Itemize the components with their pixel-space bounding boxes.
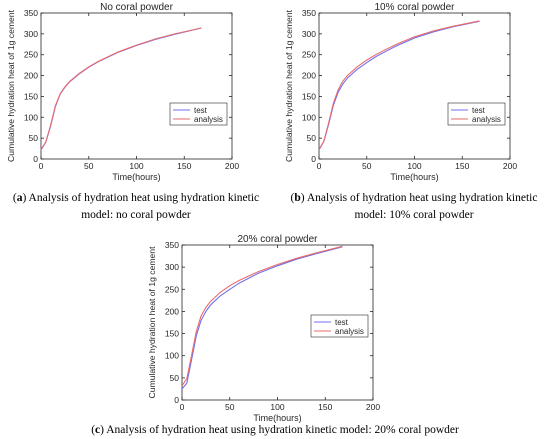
x-tick-label: 200 bbox=[503, 161, 517, 171]
caption-c: (c) Analysis of hydration heat using hyd… bbox=[91, 424, 459, 436]
x-tick-label: 150 bbox=[318, 402, 332, 412]
caption-a-text: Analysis of hydration heat using hydrati… bbox=[26, 192, 260, 221]
plot-area bbox=[40, 12, 233, 160]
x-tick-label: 50 bbox=[225, 402, 235, 412]
y-tick-label: 50 bbox=[170, 373, 180, 383]
chart-title: 10% coral powder bbox=[374, 2, 455, 13]
x-tick-label: 0 bbox=[180, 402, 185, 412]
series-line-test bbox=[181, 246, 343, 390]
y-tick-label: 300 bbox=[24, 29, 38, 39]
x-axis-label: Time(hours) bbox=[253, 413, 301, 423]
plot-area bbox=[318, 12, 511, 160]
series-line-analysis bbox=[318, 20, 480, 151]
x-tick-label: 200 bbox=[225, 161, 239, 171]
y-axis-label: Cumulative hydration heat of 1g cement bbox=[284, 9, 294, 162]
caption-c-letter: c bbox=[95, 424, 101, 436]
y-tick-label: 0 bbox=[33, 154, 38, 164]
x-axis-label: Time(hours) bbox=[112, 172, 160, 182]
y-tick-label: 50 bbox=[29, 133, 39, 143]
y-tick-label: 100 bbox=[302, 112, 316, 122]
x-tick-label: 100 bbox=[407, 161, 421, 171]
y-tick-label: 300 bbox=[165, 262, 179, 272]
chart-10pct-coral-powder: 10% coral powder 0 50 100 150 200 0 50 100 150 200… bbox=[284, 2, 517, 182]
caption-b-letter: b bbox=[294, 192, 301, 204]
x-tick-label: 200 bbox=[366, 402, 380, 412]
legend-label-analysis: analysis bbox=[472, 115, 501, 124]
chart-title: No coral powder bbox=[100, 2, 173, 13]
y-tick-label: 300 bbox=[302, 29, 316, 39]
y-tick-label: 200 bbox=[24, 71, 38, 81]
y-tick-label: 150 bbox=[302, 91, 316, 101]
y-tick-label: 250 bbox=[24, 50, 38, 60]
y-tick-label: 250 bbox=[302, 50, 316, 60]
y-tick-label: 200 bbox=[165, 306, 179, 316]
x-tick-label: 0 bbox=[39, 161, 44, 171]
caption-c-text: Analysis of hydration heat using hydrati… bbox=[103, 424, 459, 436]
x-tick-label: 100 bbox=[270, 402, 284, 412]
y-tick-label: 100 bbox=[165, 351, 179, 361]
caption-a: (a) Analysis of hydration heat using hyd… bbox=[12, 192, 260, 221]
legend-label-analysis: analysis bbox=[194, 115, 223, 124]
y-tick-label: 350 bbox=[302, 8, 316, 18]
y-tick-label: 50 bbox=[307, 133, 317, 143]
y-tick-label: 200 bbox=[302, 71, 316, 81]
legend-label-analysis: analysis bbox=[335, 327, 364, 336]
y-tick-label: 250 bbox=[165, 284, 179, 294]
chart-20pct-coral-powder: 20% coral powder 0 50 100 150 200 0 50 100 150 200… bbox=[147, 234, 380, 423]
y-tick-label: 100 bbox=[24, 112, 38, 122]
y-tick-label: 350 bbox=[165, 240, 179, 250]
x-tick-label: 50 bbox=[362, 161, 372, 171]
x-tick-label: 100 bbox=[129, 161, 143, 171]
caption-b-text: Analysis of hydration heat using hydrati… bbox=[304, 192, 538, 221]
x-tick-label: 0 bbox=[317, 161, 322, 171]
x-tick-label: 150 bbox=[455, 161, 469, 171]
x-tick-label: 50 bbox=[84, 161, 94, 171]
y-tick-label: 350 bbox=[24, 8, 38, 18]
y-tick-label: 0 bbox=[311, 154, 316, 164]
y-tick-label: 150 bbox=[165, 329, 179, 339]
x-axis-label: Time(hours) bbox=[390, 172, 438, 182]
caption-b: (b) Analysis of hydration heat using hyd… bbox=[290, 192, 538, 221]
caption-a-letter: a bbox=[16, 192, 23, 204]
chart-title: 20% coral powder bbox=[237, 234, 318, 245]
series-line-analysis bbox=[181, 245, 343, 387]
y-axis-label: Cumulative hydration heat of 1g cement bbox=[6, 9, 16, 162]
y-tick-label: 0 bbox=[174, 395, 179, 405]
y-axis-label: Cumulative hydration heat of 1g cement bbox=[147, 246, 157, 399]
x-tick-label: 150 bbox=[177, 161, 191, 171]
chart-no-coral-powder: No coral powder 0 50 100 150 200 0 50 100 150 200 2… bbox=[6, 2, 239, 182]
y-tick-label: 150 bbox=[24, 91, 38, 101]
series-line-analysis bbox=[40, 27, 202, 151]
legend-label-test: test bbox=[472, 106, 486, 115]
legend-label-test: test bbox=[335, 318, 349, 327]
legend-label-test: test bbox=[194, 106, 208, 115]
